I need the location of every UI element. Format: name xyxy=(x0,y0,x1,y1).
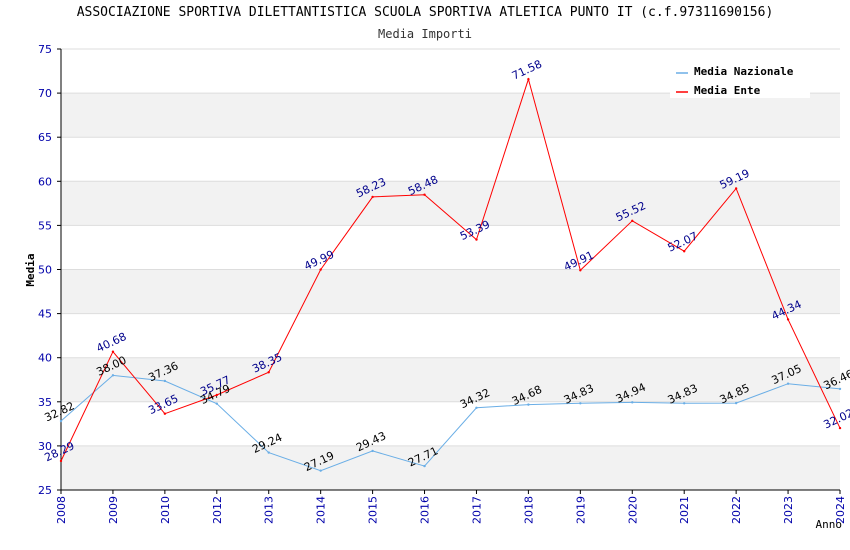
data-point xyxy=(579,402,582,405)
y-tick-label: 45 xyxy=(38,308,52,321)
data-point xyxy=(527,77,530,81)
y-tick-label: 35 xyxy=(38,396,52,409)
y-tick-label: 65 xyxy=(38,131,52,144)
plot-band xyxy=(61,357,840,402)
data-point xyxy=(786,318,790,321)
data-point xyxy=(734,187,738,190)
x-tick-label: 2020 xyxy=(626,496,639,524)
data-point xyxy=(786,382,790,385)
series-lines xyxy=(59,77,842,472)
data-point xyxy=(371,195,374,199)
data-point xyxy=(838,387,842,391)
y-axis-label: Media xyxy=(24,253,37,286)
y-tick-label: 25 xyxy=(38,484,52,497)
data-point xyxy=(215,402,218,405)
data-point xyxy=(527,403,530,406)
data-point xyxy=(111,374,115,377)
x-tick-label: 2009 xyxy=(107,496,120,524)
x-tick-label: 2019 xyxy=(574,496,587,524)
data-point xyxy=(163,379,167,383)
chart-title: ASSOCIAZIONE SPORTIVA DILETTANTISTICA SC… xyxy=(76,5,774,20)
data-point xyxy=(371,449,374,453)
x-tick-label: 2023 xyxy=(782,496,795,524)
plot-bands xyxy=(61,49,840,490)
x-tick-label: 2022 xyxy=(730,496,743,524)
data-point xyxy=(631,219,634,223)
data-point xyxy=(579,269,582,272)
chart-subtitle: Media Importi xyxy=(378,27,472,41)
axes xyxy=(60,49,840,491)
data-point xyxy=(59,459,63,463)
x-tick-label: 2013 xyxy=(263,496,276,524)
x-tick-label: 2012 xyxy=(211,496,224,524)
x-tick-labels: 2008 2009 2010 2012 2013 2014 2015 2016 2017 2018… xyxy=(55,496,847,524)
x-tick-label: 2017 xyxy=(470,496,483,524)
x-tick-label: 2016 xyxy=(419,496,432,524)
x-tick-label: 2008 xyxy=(55,496,68,524)
x-tick-label: 2024 xyxy=(834,496,847,524)
data-point xyxy=(423,464,426,468)
x-tick-label: 2014 xyxy=(315,496,328,524)
plot-band xyxy=(61,181,840,226)
y-tick-label: 50 xyxy=(38,264,52,277)
legend: Media Nazionale Media Ente xyxy=(670,60,810,98)
data-point xyxy=(475,238,478,241)
plot-band xyxy=(61,225,840,270)
x-tick-label: 2018 xyxy=(522,496,535,524)
y-tick-label: 30 xyxy=(38,440,52,453)
plot-band xyxy=(61,401,840,446)
data-point xyxy=(111,350,115,353)
data-point xyxy=(475,406,478,409)
plot-band xyxy=(61,269,840,314)
series-line-media-ente xyxy=(60,77,841,462)
y-tick-label: 60 xyxy=(38,175,52,188)
x-tick-label: 2021 xyxy=(678,496,691,524)
data-point xyxy=(631,401,634,404)
y-tick-label: 40 xyxy=(38,352,52,365)
plot-band xyxy=(61,137,840,182)
y-tick-labels: 25 30 35 40 45 50 55 60 65 70 75 xyxy=(38,43,52,497)
plot-band xyxy=(61,313,840,358)
legend-label-media-nazionale: Media Nazionale xyxy=(694,65,794,78)
data-point xyxy=(734,401,738,405)
data-point xyxy=(59,419,63,423)
data-point xyxy=(267,371,270,374)
data-point xyxy=(838,426,842,430)
y-tick-label: 70 xyxy=(38,87,52,100)
y-tick-label: 75 xyxy=(38,43,52,56)
y-tick-label: 55 xyxy=(38,219,52,232)
data-point xyxy=(423,193,426,196)
data-point xyxy=(683,250,686,253)
series-line-media-nazionale xyxy=(60,374,841,472)
data-point xyxy=(319,469,322,472)
x-axis-label: Anno xyxy=(816,518,843,531)
data-point xyxy=(683,402,686,405)
data-point xyxy=(267,451,270,454)
plot-band xyxy=(61,445,840,490)
x-tick-label: 2015 xyxy=(367,496,380,524)
data-point xyxy=(163,412,167,415)
legend-box xyxy=(670,60,810,98)
data-point xyxy=(215,393,218,397)
data-point xyxy=(319,268,322,271)
legend-label-media-ente: Media Ente xyxy=(694,84,761,97)
x-tick-label: 2010 xyxy=(159,496,172,524)
plot-band xyxy=(61,93,840,138)
